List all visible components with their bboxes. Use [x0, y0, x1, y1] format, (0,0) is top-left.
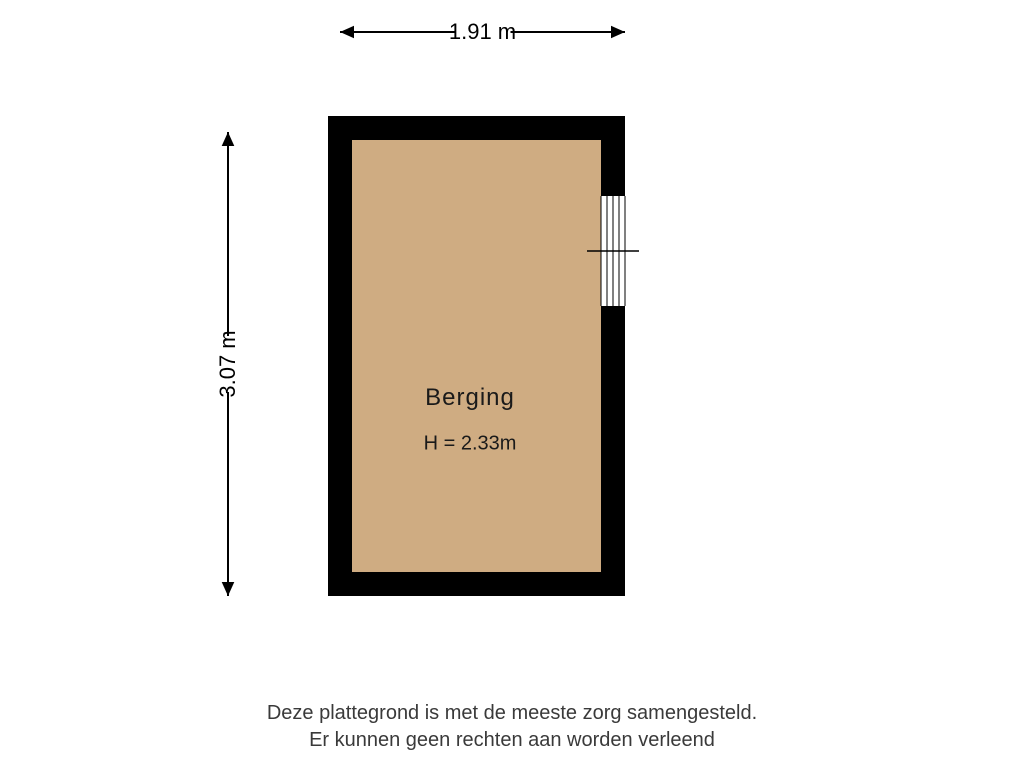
floorplan-canvas: 1.91 m 3.07 m Berging H = 2.33m Deze pla… — [0, 0, 1024, 768]
room-height-label: H = 2.33m — [424, 433, 517, 456]
room-name-label: Berging — [425, 384, 515, 412]
dimension-height-label: 3.07 m — [215, 330, 241, 397]
dimension-width-label: 1.91 m — [449, 19, 516, 45]
disclaimer-text: Deze plattegrond is met de meeste zorg s… — [0, 700, 1024, 754]
